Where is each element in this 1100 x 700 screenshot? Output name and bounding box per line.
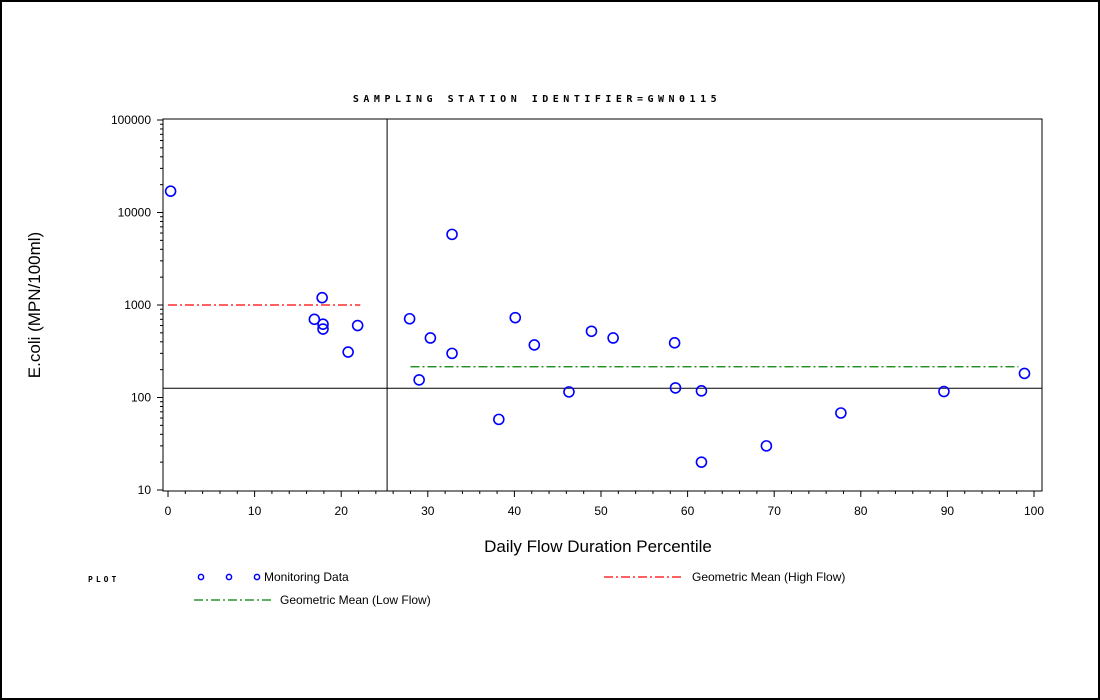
x-tick-label: 40: [508, 504, 522, 518]
data-point: [695, 385, 708, 397]
x-tick-label: 80: [854, 504, 868, 518]
x-axis-label: Daily Flow Duration Percentile: [484, 537, 712, 556]
legend-label-monitoring-data: Monitoring Data: [264, 570, 349, 584]
legend: PLOT Monitoring Data Geometric Mean (Hig…: [88, 570, 845, 607]
data-point: [342, 346, 354, 358]
geometric-mean-lines: [168, 304, 1019, 368]
data-point: [509, 311, 522, 324]
x-tick-label: 90: [941, 504, 955, 518]
data-point: [424, 332, 437, 344]
data-point: [308, 313, 321, 326]
data-point: [760, 440, 773, 452]
x-tick-label: 50: [594, 504, 608, 518]
x-axis: 0 10 20 30 40 50 60 70 80 90 100: [165, 491, 1044, 518]
x-tick-label: 30: [421, 504, 435, 518]
data-point: [317, 318, 329, 331]
x-tick-label: 100: [1024, 504, 1044, 518]
data-point: [446, 347, 458, 360]
y-tick-label: 1000: [124, 298, 151, 312]
data-point: [668, 337, 681, 349]
y-axis-label: E.coli (MPN/100ml): [25, 232, 44, 378]
data-point: [316, 291, 328, 304]
data-point: [413, 374, 425, 386]
data-point: [563, 386, 575, 398]
legend-title: PLOT: [88, 575, 119, 584]
x-tick-label: 0: [165, 504, 172, 518]
y-tick-label: 100000: [111, 113, 151, 127]
y-tick-label: 10: [138, 483, 152, 497]
monitoring-data-points: [164, 185, 1031, 468]
reference-lines: [163, 119, 1042, 491]
data-point: [446, 228, 458, 241]
data-point: [528, 339, 541, 351]
legend-marker-monitoring-data: [197, 573, 261, 581]
data-point: [938, 385, 950, 398]
x-tick-label: 10: [248, 504, 262, 518]
x-tick-label: 60: [681, 504, 695, 518]
data-point: [585, 325, 598, 338]
chart-title: SAMPLING STATION IDENTIFIER=GWN0115: [353, 94, 721, 105]
legend-label-high-flow: Geometric Mean (High Flow): [692, 570, 845, 584]
y-tick-label: 10000: [118, 206, 152, 220]
data-point: [317, 323, 329, 335]
data-point: [493, 413, 505, 426]
data-point: [835, 407, 847, 419]
data-point: [669, 382, 682, 394]
y-axis: 10 100 1000 10000 100000: [111, 113, 163, 497]
data-point: [403, 312, 416, 325]
data-point: [351, 319, 364, 332]
legend-label-low-flow: Geometric Mean (Low Flow): [280, 593, 431, 607]
data-point: [1018, 367, 1031, 380]
x-tick-label: 70: [768, 504, 782, 518]
data-point: [164, 185, 177, 197]
data-point: [695, 456, 708, 468]
y-tick-label: 100: [131, 391, 151, 405]
data-point: [607, 332, 619, 344]
x-tick-label: 20: [335, 504, 349, 518]
